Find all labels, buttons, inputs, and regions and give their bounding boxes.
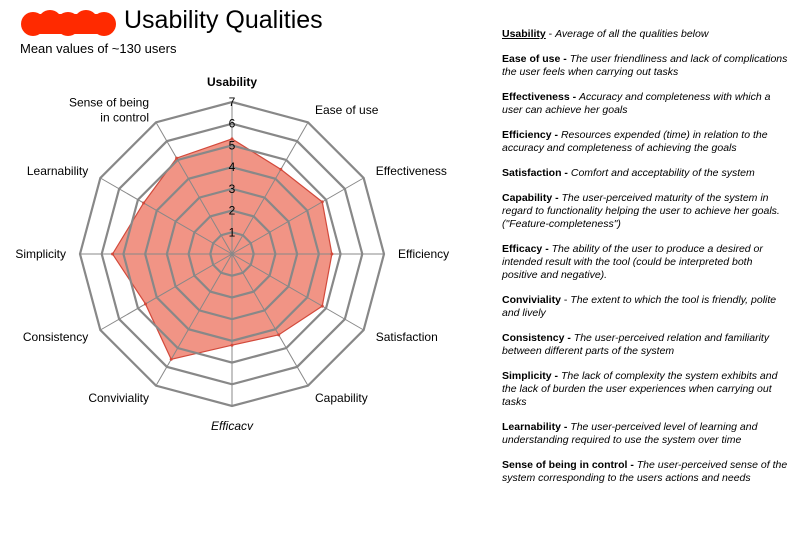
- redacted-logo: [21, 10, 116, 36]
- category-label: Usability: [207, 75, 257, 89]
- axis-spoke: [155, 253, 233, 386]
- definition-item: Capability - The user-perceived maturity…: [502, 192, 790, 231]
- definition-item: Efficiency - Resources expended (time) i…: [502, 129, 790, 155]
- category-label-line: Efficacy: [211, 419, 254, 430]
- radial-tick-label: 1: [229, 225, 236, 239]
- axis-spoke: [100, 253, 233, 331]
- category-label: Efficacy: [211, 419, 254, 430]
- category-label: Capability: [315, 391, 368, 405]
- definition-text: The user-perceived maturity of the syste…: [502, 192, 780, 230]
- radial-tick-label: 3: [229, 182, 236, 196]
- category-label: Ease of use: [315, 103, 379, 117]
- category-label: Efficiency: [398, 247, 449, 261]
- definition-separator: -: [545, 28, 556, 40]
- definition-term: Ease of use -: [502, 53, 567, 65]
- category-label-line: Effectiveness: [376, 164, 447, 178]
- category-label-line: in control: [100, 111, 149, 125]
- category-label: Consistency: [23, 330, 88, 344]
- definition-text: Resources expended (time) in relation to…: [502, 129, 768, 154]
- definition-term: Consistency -: [502, 332, 571, 344]
- definition-term: Satisfaction -: [502, 167, 568, 179]
- category-label-line: Sense of being: [69, 96, 149, 110]
- definition-text: The ability of the user to produce a des…: [502, 243, 763, 281]
- definition-text: Average of all the qualities below: [555, 28, 709, 40]
- radial-tick-label: 7: [229, 95, 236, 109]
- definition-text: The lack of complexity the system exhibi…: [502, 370, 778, 408]
- category-label: Sense of being in control: [69, 96, 149, 125]
- definition-term: Efficacy -: [502, 243, 549, 255]
- data-point: [230, 137, 234, 141]
- data-point: [279, 167, 283, 171]
- data-point: [175, 156, 179, 160]
- axis-spoke: [155, 122, 233, 255]
- definition-item: Conviviality - The extent to which the t…: [502, 294, 790, 320]
- data-point: [111, 252, 115, 256]
- definition-text: The user friendliness and lack of compli…: [502, 53, 788, 78]
- radial-tick-label: 4: [229, 160, 236, 174]
- axis-spoke: [231, 253, 309, 386]
- data-point: [320, 304, 324, 308]
- category-label-line: Ease of use: [315, 103, 379, 117]
- category-label-line: Satisfaction: [376, 330, 438, 344]
- definition-item: Satisfaction - Comfort and acceptability…: [502, 167, 790, 180]
- axis-spoke: [231, 253, 364, 331]
- category-label-line: Learnability: [27, 164, 88, 178]
- category-label: Simplicity: [15, 247, 66, 261]
- radial-tick-label: 2: [229, 204, 236, 218]
- category-label-line: Conviviality: [88, 391, 149, 405]
- definition-term: Simplicity -: [502, 370, 559, 382]
- axis-spoke: [231, 122, 309, 255]
- definition-text: The user-perceived sense of the system c…: [502, 459, 788, 484]
- definition-item: Learnability - The user-perceived level …: [502, 421, 790, 447]
- definition-item: Consistency - The user-perceived relatio…: [502, 332, 790, 358]
- page-title: Usability Qualities: [124, 6, 323, 34]
- category-label-line: Capability: [315, 391, 368, 405]
- data-point: [230, 343, 234, 347]
- definition-term: Learnability -: [502, 421, 568, 433]
- data-point: [143, 302, 147, 306]
- definition-term: Efficiency -: [502, 129, 559, 141]
- definition-term: Capability -: [502, 192, 559, 204]
- data-point: [169, 357, 173, 361]
- axis-spoke: [100, 177, 233, 255]
- data-point: [142, 201, 146, 205]
- definition-term: Effectiveness -: [502, 91, 577, 103]
- definition-item: Effectiveness - Accuracy and completenes…: [502, 91, 790, 117]
- radar-chart: 1 2 3 4 5 6 7 Usability Ease of use Effectiveness…: [15, 75, 449, 430]
- definition-item: Ease of use - The user friendliness and …: [502, 53, 790, 79]
- definition-term: Conviviality: [502, 294, 561, 306]
- axis-spoke: [231, 177, 364, 255]
- definition-term: Usability: [502, 28, 546, 40]
- definitions-list: Usability - Average of all the qualities…: [502, 28, 790, 497]
- definition-item: Efficacy - The ability of the user to pr…: [502, 243, 790, 282]
- radial-tick-label: 6: [229, 117, 236, 131]
- definition-item: Sense of being in control - The user-per…: [502, 459, 790, 485]
- definition-item: Usability - Average of all the qualities…: [502, 28, 790, 41]
- category-label-line: Usability: [207, 75, 257, 89]
- category-label-line: Efficiency: [398, 247, 449, 261]
- page-subtitle: Mean values of ~130 users: [20, 41, 177, 56]
- category-label: Satisfaction: [376, 330, 438, 344]
- category-label: Effectiveness: [376, 164, 447, 178]
- definition-text: The extent to which the tool is friendly…: [502, 294, 777, 319]
- data-point: [330, 252, 334, 256]
- definition-term: Sense of being in control -: [502, 459, 634, 471]
- category-label: Conviviality: [88, 391, 149, 405]
- radial-tick-label: 5: [229, 138, 236, 152]
- category-label-line: Simplicity: [15, 247, 66, 261]
- definition-separator: -: [560, 294, 571, 306]
- category-label-line: Consistency: [23, 330, 88, 344]
- definition-text: Comfort and acceptability of the system: [570, 167, 755, 179]
- category-label: Learnability: [27, 164, 88, 178]
- definition-text: The user-perceived level of learning and…: [502, 421, 758, 446]
- definition-item: Simplicity - The lack of complexity the …: [502, 370, 790, 409]
- data-point: [320, 200, 324, 204]
- definition-text: Accuracy and completeness with which a u…: [502, 91, 771, 116]
- definition-text: The user-perceived relation and familiar…: [502, 332, 770, 357]
- data-point: [277, 333, 281, 337]
